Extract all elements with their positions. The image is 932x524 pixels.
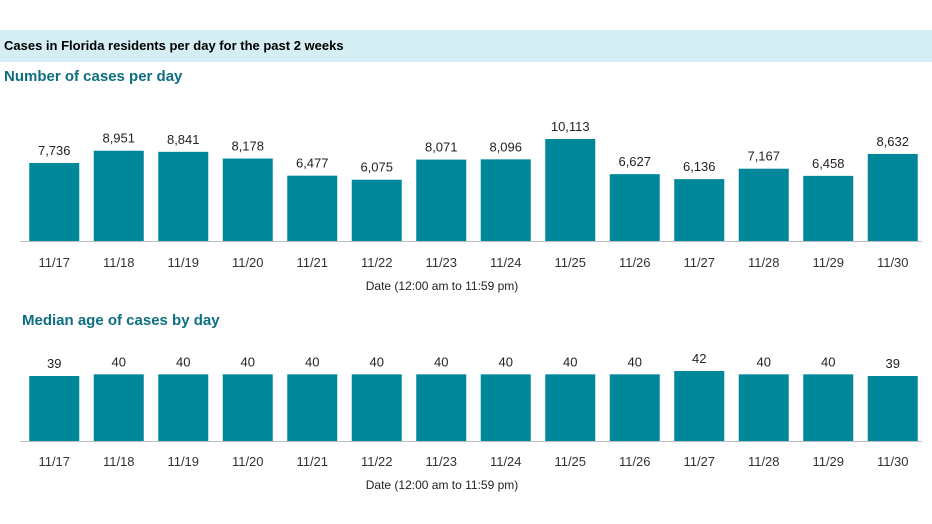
x-tick-label-age: 11/20	[232, 454, 264, 469]
x-tick-label-age: 11/28	[748, 454, 780, 469]
data-label-cases: 7,167	[747, 149, 780, 164]
data-label-cases: 8,951	[102, 131, 135, 146]
x-tick-label-age: 11/30	[877, 454, 909, 469]
bar-cases-11-22	[351, 179, 402, 241]
bar-age-11-18	[93, 374, 144, 441]
bar-cases-11-25	[545, 139, 596, 241]
data-label-cases: 6,477	[296, 156, 329, 171]
bar-cases-11-20	[222, 158, 273, 241]
x-tick-label-age: 11/19	[167, 454, 199, 469]
bar-age-11-23	[416, 374, 467, 441]
x-tick-label-cases: 11/22	[361, 255, 393, 270]
bar-cases-11-29	[803, 175, 854, 241]
x-tick-label-age: 11/25	[554, 454, 586, 469]
x-tick-label-cases: 11/23	[425, 255, 457, 270]
chart-title-median-age: Median age of cases by day	[22, 312, 220, 329]
data-label-cases: 6,136	[683, 159, 716, 174]
x-tick-label-cases: 11/26	[619, 255, 651, 270]
x-tick-label-cases: 11/20	[232, 255, 264, 270]
bar-age-11-19	[158, 374, 209, 441]
x-tick-label-age: 11/18	[103, 454, 135, 469]
x-tick-label-age: 11/17	[38, 454, 70, 469]
data-label-age: 40	[757, 354, 771, 369]
bar-cases-11-17	[29, 162, 80, 241]
data-label-age: 40	[821, 354, 835, 369]
bar-age-11-26	[609, 374, 660, 441]
data-label-cases: 6,627	[618, 154, 651, 169]
x-tick-label-cases: 11/25	[554, 255, 586, 270]
bar-age-11-27	[674, 371, 725, 441]
data-label-age: 40	[112, 354, 126, 369]
bar-age-11-30	[867, 376, 918, 441]
bar-age-11-21	[287, 374, 338, 441]
x-tick-label-cases: 11/19	[167, 255, 199, 270]
x-tick-label-cases: 11/28	[748, 255, 780, 270]
data-label-age: 40	[628, 354, 642, 369]
bar-cases-11-27	[674, 179, 725, 241]
data-label-age: 40	[241, 354, 255, 369]
x-tick-label-cases: 11/18	[103, 255, 135, 270]
bar-cases-11-30	[867, 153, 918, 241]
data-label-cases: 6,075	[360, 160, 393, 175]
x-tick-label-cases: 11/27	[683, 255, 715, 270]
x-tick-label-cases: 11/29	[812, 255, 844, 270]
banner-title: Cases in Florida residents per day for t…	[4, 38, 344, 53]
bar-age-11-29	[803, 374, 854, 441]
bar-age-11-28	[738, 374, 789, 441]
bar-cases-11-24	[480, 159, 531, 241]
bar-cases-11-26	[609, 174, 660, 241]
bar-age-11-22	[351, 374, 402, 441]
data-label-age: 40	[176, 354, 190, 369]
x-axis-title-cases: Date (12:00 am to 11:59 pm)	[366, 279, 519, 293]
x-tick-label-cases: 11/21	[296, 255, 328, 270]
data-label-cases: 8,632	[876, 134, 909, 149]
x-tick-label-age: 11/27	[683, 454, 715, 469]
x-tick-label-age: 11/21	[296, 454, 328, 469]
data-label-age: 39	[886, 356, 900, 371]
data-label-age: 39	[47, 356, 61, 371]
bar-cases-11-18	[93, 150, 144, 241]
x-tick-label-age: 11/26	[619, 454, 651, 469]
bar-age-11-17	[29, 376, 80, 441]
x-tick-label-cases: 11/30	[877, 255, 909, 270]
data-label-cases: 8,071	[425, 140, 458, 155]
data-label-cases: 6,458	[812, 156, 845, 171]
chart-title-cases: Number of cases per day	[4, 68, 183, 85]
x-tick-label-age: 11/24	[490, 454, 522, 469]
bar-cases-11-28	[738, 168, 789, 241]
data-label-age: 40	[370, 354, 384, 369]
data-label-cases: 8,841	[167, 132, 200, 147]
data-label-cases: 10,113	[551, 119, 590, 134]
data-label-age: 40	[563, 354, 577, 369]
x-tick-label-age: 11/29	[812, 454, 844, 469]
chart-banner: Cases in Florida residents per day for t…	[0, 30, 932, 62]
x-tick-label-age: 11/22	[361, 454, 393, 469]
bar-cases-11-23	[416, 159, 467, 241]
data-label-cases: 7,736	[38, 143, 71, 158]
data-label-cases: 8,096	[489, 139, 522, 154]
bar-cases-11-21	[287, 175, 338, 241]
data-label-age: 40	[305, 354, 319, 369]
data-label-age: 42	[692, 351, 706, 366]
bar-age-11-25	[545, 374, 596, 441]
bar-age-11-24	[480, 374, 531, 441]
x-tick-label-cases: 11/24	[490, 255, 522, 270]
data-label-age: 40	[499, 354, 513, 369]
bar-age-11-20	[222, 374, 273, 441]
data-label-cases: 8,178	[231, 139, 264, 154]
data-label-age: 40	[434, 354, 448, 369]
x-tick-label-cases: 11/17	[38, 255, 70, 270]
x-axis-title-age: Date (12:00 am to 11:59 pm)	[366, 478, 519, 492]
x-tick-label-age: 11/23	[425, 454, 457, 469]
bar-cases-11-19	[158, 151, 209, 241]
